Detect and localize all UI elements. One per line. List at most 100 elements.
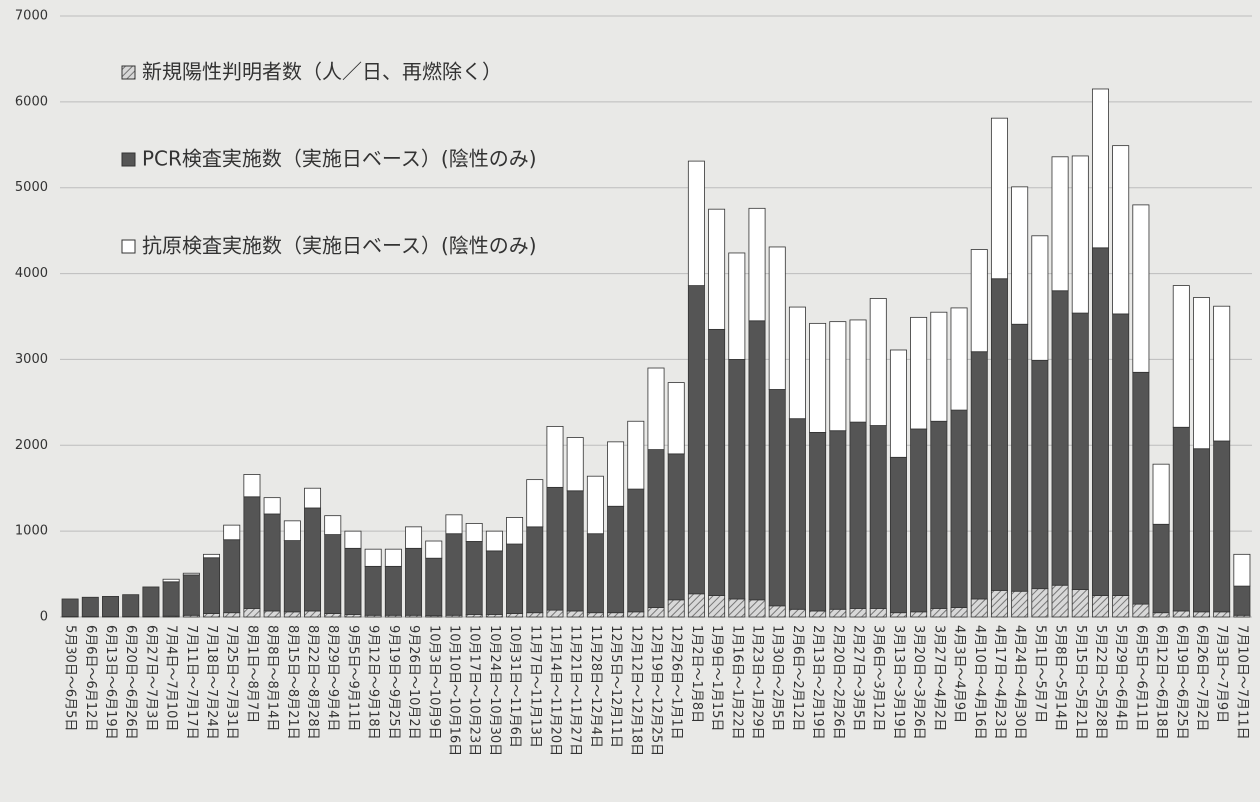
bar-segment [1152, 612, 1170, 618]
bar-segment [647, 449, 665, 608]
bar-segment [1031, 588, 1049, 618]
bar-segment [304, 507, 322, 612]
x-tick-label: 10月3日～10月9日 [426, 625, 441, 740]
bar-segment [1011, 186, 1029, 325]
bar-segment [849, 319, 867, 423]
x-tick-label: 5月22日～5月28日 [1093, 625, 1108, 740]
bar-segment [728, 252, 746, 360]
bar-segment [546, 425, 564, 488]
bar-segment [1213, 611, 1231, 618]
bar-segment [566, 437, 584, 492]
x-tick-label: 8月29日～9月4日 [325, 625, 340, 731]
y-tick-label: 3000 [15, 352, 48, 367]
bar-segment [950, 307, 968, 411]
bar-segment [930, 420, 948, 609]
bar-segment [586, 475, 604, 535]
x-tick-label: 11月28日～12月4日 [588, 625, 603, 748]
x-tick-label: 10月24日～10月30日 [487, 625, 502, 756]
x-tick-label: 9月5日～9月11日 [345, 625, 360, 731]
bar-segment [445, 533, 463, 616]
bar-segment [849, 608, 867, 618]
bar-segment [910, 428, 928, 613]
bar-segment [1091, 595, 1109, 618]
bar-segment [990, 589, 1008, 618]
bar-segment [304, 487, 322, 509]
y-tick-label: 7000 [15, 9, 48, 24]
x-tick-label: 2月6日～2月12日 [790, 625, 805, 731]
bar-segment [61, 598, 79, 617]
x-tick-label: 11月7日～11月13日 [527, 625, 542, 748]
bar-segment [182, 572, 200, 576]
bar-segment [182, 574, 200, 616]
bar-segment [889, 612, 907, 618]
x-tick-label: 3月13日～3月19日 [891, 625, 906, 740]
x-tick-label: 12月5日～12月11日 [608, 625, 623, 748]
x-tick-label: 2月27日～3月5日 [851, 625, 866, 731]
bar-segment [1112, 145, 1130, 315]
x-tick-label: 12月26日～1月1日 [669, 625, 684, 740]
y-tick-label: 4000 [15, 266, 48, 281]
x-tick-label: 12月19日～12月25日 [649, 625, 664, 756]
legend-marker [121, 152, 136, 167]
x-tick-label: 1月16日～1月22日 [729, 625, 744, 740]
bar-segment [930, 311, 948, 422]
x-tick-label: 5月29日～6月4日 [1113, 625, 1128, 731]
bar-segment [970, 598, 988, 618]
bar-segment [869, 425, 887, 609]
bar-segment [344, 547, 362, 615]
x-tick-label: 1月23日～1月29日 [750, 625, 765, 740]
x-tick-label: 6月12日～6月18日 [1154, 625, 1169, 740]
bar-segment [829, 321, 847, 432]
x-tick-label: 1月2日～1月8日 [689, 625, 704, 723]
bar-segment [1112, 595, 1130, 618]
bar-segment [809, 610, 827, 618]
bar-segment [203, 613, 221, 618]
bar-segment [607, 441, 625, 507]
bar-segment [566, 610, 584, 618]
bar-segment [1193, 297, 1210, 450]
bar-segment [283, 540, 301, 613]
bar-segment [990, 117, 1008, 280]
y-tick-label: 0 [40, 610, 48, 625]
bar-segment [344, 530, 362, 549]
bar-segment [829, 608, 847, 618]
bar-segment [1091, 247, 1109, 596]
bar-segment [324, 534, 342, 614]
bar-segment [1071, 312, 1089, 590]
bar-segment [203, 557, 221, 614]
x-tick-label: 4月17日～4月23日 [992, 625, 1007, 740]
bar-segment [324, 613, 342, 618]
bar-segment [1011, 590, 1029, 618]
x-tick-label: 9月12日～9月18日 [366, 625, 381, 740]
bar-segment [788, 608, 806, 618]
x-tick-label: 6月6日～6月12日 [83, 625, 98, 731]
y-tick-label: 6000 [15, 94, 48, 109]
legend-marker [121, 65, 136, 80]
bar-segment [526, 526, 544, 614]
bar-segment [1132, 371, 1150, 605]
bar-segment [263, 513, 281, 612]
bar-segment [465, 541, 483, 615]
x-tick-label: 5月8日～5月14日 [1053, 625, 1068, 731]
bar-segment [607, 612, 625, 618]
x-tick-label: 4月24日～4月30日 [1012, 625, 1027, 740]
x-tick-label: 10月17日～10月23日 [467, 625, 482, 756]
bar-segment [990, 278, 1008, 591]
bar-segment [708, 208, 726, 330]
legend-label: PCR検査実施数（実施日ベース）(陰性のみ) [142, 147, 537, 171]
bar-segment [950, 409, 968, 608]
bar-segment [243, 474, 261, 498]
bar-segment [950, 607, 968, 618]
bar-segment [1051, 584, 1069, 618]
x-tick-label: 3月20日～3月26日 [911, 625, 926, 740]
legend-label: 抗原検査実施数（実施日ベース）(陰性のみ) [142, 234, 537, 258]
bar-segment [162, 581, 180, 617]
bar-segment [364, 565, 382, 616]
bar-segment [667, 453, 685, 601]
bar-segment [1172, 285, 1190, 428]
bar-segment [788, 418, 806, 610]
bar-segment [1233, 553, 1251, 587]
bar-segment [748, 320, 766, 601]
x-tick-label: 6月26日～7月2日 [1194, 625, 1209, 731]
